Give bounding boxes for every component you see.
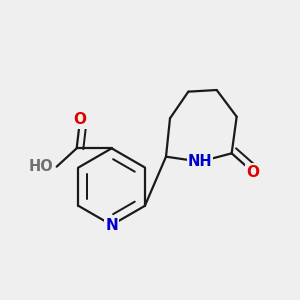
Text: HO: HO (28, 159, 53, 174)
Text: O: O (74, 112, 86, 128)
Text: NH: NH (188, 154, 212, 169)
Text: N: N (105, 218, 118, 232)
Text: O: O (246, 165, 260, 180)
